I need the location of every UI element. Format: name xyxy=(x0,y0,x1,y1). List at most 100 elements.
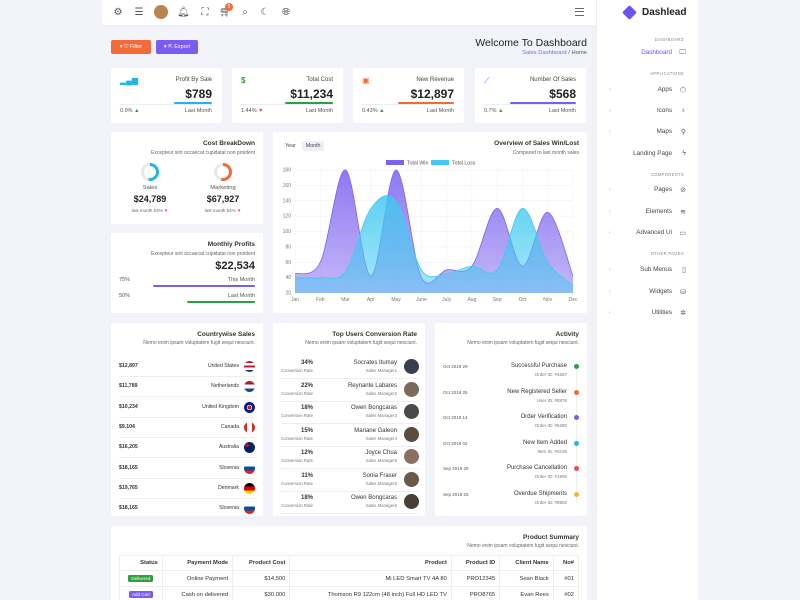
sales-area-chart: 20 40 60 80 100 120 140 160 180 Jan Feb Mar Apr May Ju… xyxy=(283,160,578,303)
country-sales-value: $16,205 xyxy=(119,444,138,451)
sidebar-item-widgets[interactable]: ‹ Widgets ⛁ xyxy=(609,288,686,296)
user-role: Sales Manager4 xyxy=(365,435,397,441)
top-header: ⚙ ☰ 🔔︎ ⛶ 🛒︎ 6 ⌕ ☾ 🌐︎ xyxy=(102,0,596,26)
table-row[interactable]: Delivered Online Payment $14,500 Mi LED Sma… xyxy=(119,570,580,587)
column-header[interactable]: Product xyxy=(289,555,452,571)
chevron-left-icon: ‹ xyxy=(609,267,611,273)
table-row[interactable]: Add Cart Cash on delivered $30,000 Thomson … xyxy=(119,586,580,600)
column-header[interactable]: No# xyxy=(552,555,580,571)
activity-sub: Order ID: #8902 xyxy=(534,499,567,505)
activity-title: Successful Purchase xyxy=(510,363,567,369)
user-row[interactable]: 11% Conversion Rate Sonia Fraser Sales Mana… xyxy=(281,470,419,492)
activity-dot xyxy=(574,440,579,446)
monthly-profits-card: Monthly Profits Excepteur sint occaecat … xyxy=(111,233,263,313)
user-row[interactable]: 34% Conversion Rate Socrates Itumay Sales M… xyxy=(281,357,419,379)
activity-item: Oct 2019 14 Order Verification Order ID: #… xyxy=(443,412,579,437)
hamburger-icon[interactable] xyxy=(575,8,584,16)
tab-month[interactable]: Month xyxy=(301,141,325,151)
sidebar-item-elements[interactable]: ‹ Elements ≋ xyxy=(609,208,686,216)
activity-dot xyxy=(574,415,579,420)
country-name: Netherlands xyxy=(211,383,239,390)
user-row[interactable]: 22% Conversion Rate Reynante Labares Sales … xyxy=(281,380,419,402)
card-subtitle: Nemo enim ipsam voluptatem fugit sequi n… xyxy=(467,340,579,346)
country-row: $19,765 Denmark xyxy=(119,479,255,499)
y-tick-label: 80 xyxy=(285,244,291,250)
chart-tabs: Year Month xyxy=(281,141,325,151)
legend-label[interactable]: Total Loss xyxy=(452,161,476,167)
x-tick-label: Oct xyxy=(519,297,527,303)
table-cell: Evan Rees xyxy=(499,586,554,600)
activity-dot xyxy=(574,466,579,471)
chart-line-icon: ⟋ xyxy=(484,76,490,85)
user-role: Sales Manager5 xyxy=(365,480,397,486)
conversion-pct: 11% xyxy=(301,472,313,479)
table-cell: Thomson R9 122cm (48 inch) Full HD LED T… xyxy=(289,586,452,600)
breadcrumb: Sales Dashboard / Home xyxy=(522,50,587,56)
activity-sub: Order ID: #6290 xyxy=(534,423,567,428)
user-row[interactable]: 12% Conversion Rate Joyce Chua Sales Manage… xyxy=(281,447,419,469)
legend-label[interactable]: Total Win xyxy=(407,161,428,167)
conversion-pct: 34% xyxy=(300,360,313,366)
sidebar-item-apps[interactable]: ‹ Apps ⬡ xyxy=(609,86,686,94)
user-role: Sales Manager5 xyxy=(365,458,397,463)
avatar[interactable] xyxy=(154,5,168,19)
globe-icon[interactable]: 🌐︎ xyxy=(282,7,290,18)
arrow-up-icon: ▲ xyxy=(134,108,140,114)
activity-title: Overdue Shipments xyxy=(513,490,567,497)
series-area-total-loss xyxy=(295,195,573,293)
gear-icon[interactable]: ⚙ xyxy=(113,7,123,18)
page-title: Welcome To Dashboard xyxy=(475,37,587,49)
sidebar-item-dashboard[interactable]: Dashboard 🖵︎ xyxy=(641,49,686,56)
activity-item: Sep 2019 25 Overdue Shipments Order ID: #8… xyxy=(443,489,579,514)
column-header[interactable]: Client Name xyxy=(499,555,554,571)
sidebar-section-dashboard: DASHBOARD xyxy=(654,37,684,42)
column-header[interactable]: Payment Mode xyxy=(161,555,234,571)
breadcrumb-sales-dashboard[interactable]: Sales Dashboard xyxy=(522,50,567,56)
ca-flag-icon xyxy=(244,421,255,433)
status-badge: Add Cart xyxy=(129,591,153,598)
x-tick-label: Apr xyxy=(367,297,375,303)
cart-icon[interactable]: 🛒︎ xyxy=(219,7,232,18)
conversion-rate-label: Conversion Rate xyxy=(281,458,314,463)
us-flag-icon xyxy=(244,361,255,372)
filter-button[interactable]: ▾ ⛉ Filter xyxy=(111,40,151,54)
column-header[interactable]: Product Cost xyxy=(232,555,291,571)
chart-title: Overview of Sales Win/Lost xyxy=(494,140,579,147)
fullscreen-icon[interactable]: ⛶ xyxy=(201,7,209,18)
sidebar-item-sub-menus[interactable]: ‹ Sub Menus ▯ xyxy=(609,266,686,274)
sidebar-item-pages[interactable]: ‹ Pages ⊘ xyxy=(609,186,686,194)
user-row[interactable]: 18% Conversion Rate Owen Bongcaras Sales Ma… xyxy=(281,492,419,514)
bell-icon[interactable]: 🔔︎ xyxy=(177,7,190,18)
country-row: $9,104 Canada xyxy=(119,418,255,438)
sidebar-item-icons[interactable]: ‹ Icons ♁ xyxy=(609,107,686,114)
country-name: Slovenia xyxy=(219,464,239,471)
activity-sub: User ID: #8976 xyxy=(536,397,567,403)
database-icon: ⛁ xyxy=(680,289,686,296)
table-cell: Sean Black xyxy=(499,570,554,587)
user-row[interactable]: 15% Conversion Rate Mariane Galeon Sales Ma… xyxy=(281,425,419,447)
export-button[interactable]: ▾ ⇱ Export xyxy=(156,40,198,54)
country-row: $10,234 United Kingdom xyxy=(119,398,255,418)
column-header[interactable]: Product ID xyxy=(450,555,501,571)
activity-card: Activity Nemo enim ipsam voluptatem fugi… xyxy=(435,323,587,516)
country-sales-value: $18,165 xyxy=(119,464,138,471)
country-name: United States xyxy=(207,363,239,369)
sidebar-item-utilities[interactable]: ‹ Utilities ✲ xyxy=(609,309,686,317)
table-cell: Delivered xyxy=(119,570,163,587)
column-header[interactable]: Status xyxy=(119,555,163,571)
sidebar-item-landing-page[interactable]: Landing Page ϟ xyxy=(633,150,686,157)
filter-icon: ⛉ xyxy=(124,44,129,50)
table-cell: #01 xyxy=(552,570,580,587)
sidebar-item-advanced-ui[interactable]: ‹ Advanced Ui ▭ xyxy=(609,229,686,237)
sales-sub: last month 53% ▼ xyxy=(131,208,169,213)
search-icon[interactable]: ⌕ xyxy=(242,7,248,18)
moon-icon[interactable]: ☾ xyxy=(260,7,270,18)
tab-year[interactable]: Year xyxy=(285,143,296,149)
card-title: Activity xyxy=(555,331,579,338)
activity-date: Oct 2019 14 xyxy=(443,415,468,420)
sidebar-item-maps[interactable]: ‹ Maps ⚲ xyxy=(609,128,686,136)
list-icon[interactable]: ☰ xyxy=(134,7,144,18)
table-cell: PRO12345 xyxy=(450,570,501,587)
user-row[interactable]: 18% Conversion Rate Owen Bongcaras Sales Ma… xyxy=(281,402,419,424)
logo[interactable]: Dashlead xyxy=(622,5,686,20)
